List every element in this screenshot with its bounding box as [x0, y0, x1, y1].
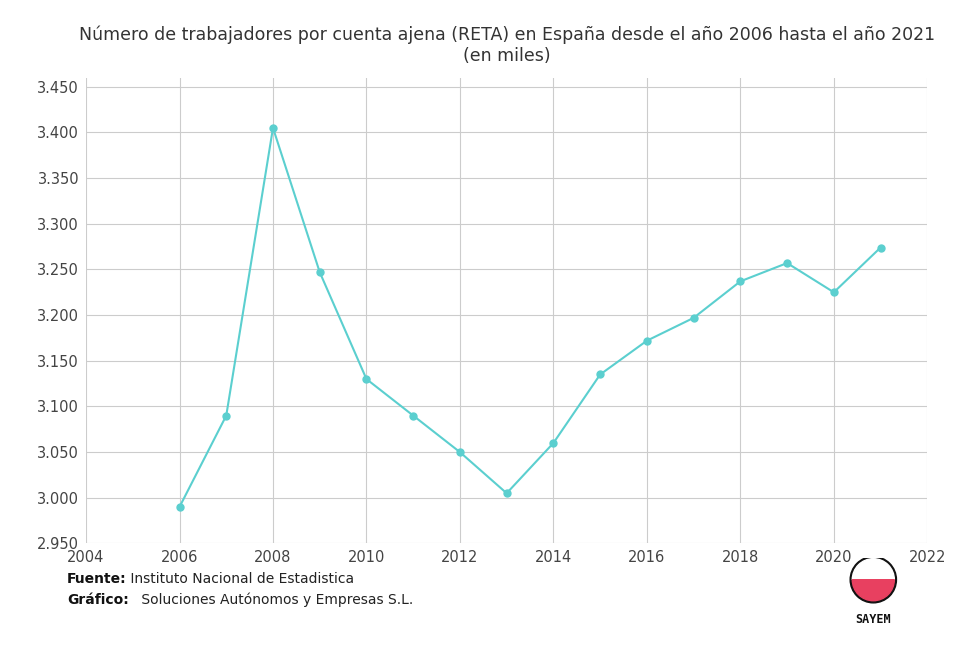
Wedge shape [853, 558, 894, 580]
Wedge shape [853, 580, 894, 601]
Text: Instituto Nacional de Estadistica: Instituto Nacional de Estadistica [126, 571, 355, 586]
Circle shape [850, 556, 897, 603]
Text: Fuente:: Fuente: [67, 571, 126, 586]
Text: Gráfico:: Gráfico: [67, 593, 129, 607]
Text: Soluciones Autónomos y Empresas S.L.: Soluciones Autónomos y Empresas S.L. [137, 593, 413, 607]
Text: SAYEM: SAYEM [855, 613, 891, 626]
Title: Número de trabajadores por cuenta ajena (RETA) en España desde el año 2006 hasta: Número de trabajadores por cuenta ajena … [78, 26, 935, 65]
